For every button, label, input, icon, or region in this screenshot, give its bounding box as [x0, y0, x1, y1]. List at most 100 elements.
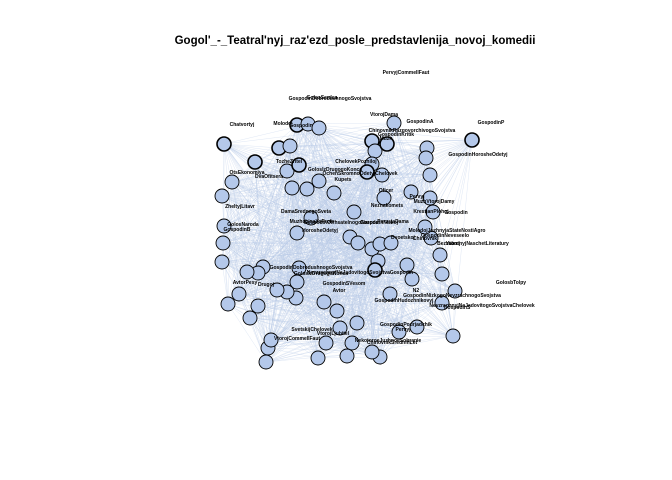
graph-edge — [254, 161, 368, 173]
graph-edge — [227, 211, 434, 305]
graph-edge — [222, 211, 355, 244]
graph-edge — [333, 192, 351, 238]
graph-edge — [295, 236, 351, 299]
graph-edge — [295, 254, 441, 299]
graph-edge — [286, 170, 431, 176]
graph-edge — [295, 297, 358, 324]
graph-node — [445, 328, 461, 344]
graph-edge — [249, 124, 298, 319]
graph-node — [326, 185, 342, 201]
graph-edge — [249, 237, 432, 319]
graph-edge — [267, 347, 373, 353]
graph-edge — [356, 226, 426, 324]
graph-edge — [296, 281, 418, 328]
graph-edge — [306, 188, 325, 303]
graph-edge — [296, 188, 308, 234]
graph-edge — [336, 237, 432, 312]
graph-edge — [223, 225, 272, 341]
graph-edge — [223, 225, 325, 303]
graph-edge — [393, 122, 456, 292]
graph-edge — [223, 143, 325, 303]
graph-edge — [262, 147, 428, 268]
graph-edge — [371, 174, 431, 250]
graph-edge — [339, 171, 368, 329]
graph-edge — [296, 197, 431, 234]
graph-edge — [295, 293, 391, 299]
graph-edge — [231, 143, 388, 183]
graph-edge — [336, 310, 373, 353]
graph-edge — [306, 188, 426, 228]
graph-edge — [221, 195, 432, 239]
graph-edge — [393, 122, 412, 193]
graph-edge — [254, 161, 272, 341]
graph-node — [404, 271, 420, 287]
graph-edge — [356, 197, 385, 324]
node-label: Muzh — [380, 136, 393, 142]
graph-edge — [270, 290, 456, 341]
graph-edge — [298, 197, 385, 269]
graph-edge — [318, 180, 325, 303]
graph-edge — [371, 147, 428, 250]
graph-edge — [306, 188, 408, 266]
graph-edge — [318, 180, 358, 324]
node-label: Kupets — [335, 177, 352, 183]
graph-edge — [249, 170, 288, 319]
graph-node — [299, 181, 315, 197]
graph-edge — [351, 326, 418, 344]
graph-edge — [371, 140, 443, 275]
graph-edge — [357, 171, 368, 244]
graph-edge — [254, 161, 278, 291]
graph-edge — [267, 147, 280, 349]
graph-edge — [223, 225, 443, 304]
graph-edge — [227, 197, 431, 305]
graph-edge — [430, 237, 456, 292]
graph-edge — [295, 260, 379, 299]
node-label: GospodinP — [478, 120, 505, 126]
graph-node — [367, 262, 383, 278]
graph-edge — [221, 127, 320, 263]
graph-edge — [296, 197, 385, 234]
graph-node — [359, 164, 375, 180]
graph-edge — [325, 302, 443, 344]
graph-edge — [262, 260, 379, 268]
graph-edge — [317, 290, 456, 359]
graph-edge — [298, 211, 355, 269]
graph-edge — [270, 140, 373, 341]
graph-edge — [291, 187, 338, 312]
graph-edge — [222, 242, 441, 256]
graph-edge — [298, 164, 385, 199]
graph-edge — [238, 260, 379, 295]
graph-edge — [223, 143, 240, 295]
graph-edge — [267, 197, 385, 349]
graph-edge — [298, 267, 348, 357]
graph-edge — [249, 297, 297, 319]
graph-edge — [267, 174, 431, 349]
graph-node — [399, 257, 415, 273]
graph-edge — [307, 123, 335, 194]
graph-edge — [379, 197, 385, 245]
graph-edge — [296, 124, 381, 245]
graph-edge — [270, 301, 325, 341]
graph-edge — [265, 335, 454, 363]
graph-edge — [254, 161, 269, 349]
graph-edge — [254, 161, 348, 357]
graph-edge — [307, 123, 473, 141]
graph-edge — [270, 180, 320, 341]
node-label: Gospodin — [289, 123, 312, 129]
graph-edge — [265, 143, 388, 363]
graph-edge — [262, 266, 418, 328]
node-label: GolosIzDrugogoKonca — [294, 271, 348, 277]
node-label: NevzrachnyjNaJadovitogoSvojstvaChelovek — [429, 303, 535, 309]
graph-edge — [223, 225, 441, 256]
graph-edge — [257, 157, 427, 274]
graph-edge — [286, 170, 358, 324]
graph-edge — [223, 127, 320, 227]
node-label: Dvoetskoj — [391, 235, 416, 241]
graph-edge — [298, 267, 358, 324]
graph-edge — [227, 303, 319, 359]
node-label: GospodinS — [444, 305, 471, 311]
graph-edge — [351, 293, 391, 344]
graph-edge — [296, 171, 368, 283]
graph-edge — [295, 226, 426, 299]
graph-edge — [351, 122, 395, 344]
